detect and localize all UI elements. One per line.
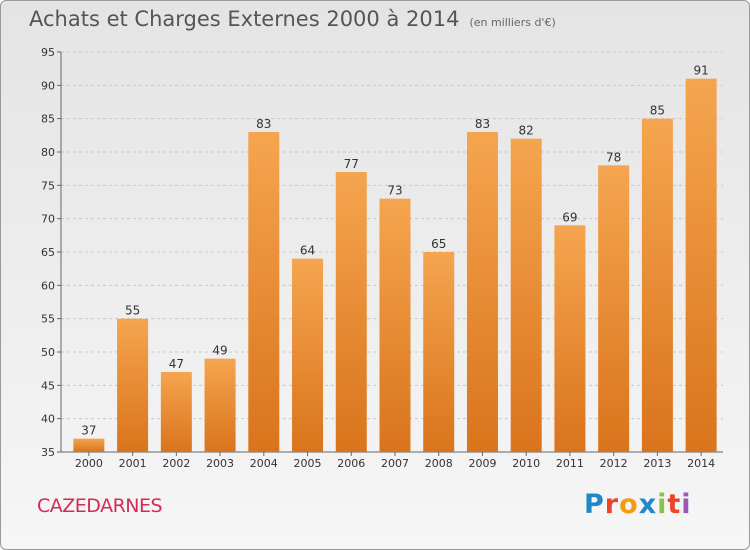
data-label-2010: 82 [519, 124, 534, 138]
data-label-2000: 37 [81, 424, 96, 438]
data-label-2001: 55 [125, 304, 140, 318]
x-tick-label-2013: 2013 [643, 457, 671, 470]
data-label-2007: 73 [387, 184, 402, 198]
y-tick-label: 75 [41, 179, 55, 192]
x-tick-label-2000: 2000 [75, 457, 103, 470]
x-tick-label-2001: 2001 [119, 457, 147, 470]
bar-2012 [598, 165, 630, 453]
y-tick-label: 35 [41, 446, 55, 459]
chart-subtitle: (en milliers d'€) [469, 16, 556, 29]
labels: 35 40 45 50 55 60 65 70 75 80 85 90 95 37 2000 55 2001 47… [41, 46, 715, 470]
logo-letter: t [667, 489, 682, 520]
x-tick-label-2007: 2007 [381, 457, 409, 470]
logo-letter: x [638, 489, 658, 520]
x-tick-label-2006: 2006 [337, 457, 365, 470]
bar-2003 [204, 358, 236, 452]
bar-2007 [379, 198, 411, 452]
data-label-2011: 69 [562, 210, 577, 224]
bar-2005 [292, 258, 324, 452]
bar-2006 [335, 172, 367, 452]
y-tick-label: 95 [41, 46, 55, 59]
proxiti-logo[interactable]: Proxiti [584, 489, 692, 520]
bar-2001 [117, 318, 149, 452]
title-text: Achats et Charges Externes 2000 à 2014 [29, 7, 460, 31]
data-label-2009: 83 [475, 117, 490, 131]
y-tick-label: 45 [41, 379, 55, 392]
chart-title: Achats et Charges Externes 2000 à 2014 (e… [29, 7, 556, 31]
y-tick-label: 60 [41, 279, 55, 292]
data-label-2014: 91 [693, 64, 708, 78]
x-tick-label-2009: 2009 [468, 457, 496, 470]
bars [73, 78, 717, 453]
logo-letter: P [584, 489, 605, 520]
data-label-2002: 47 [169, 357, 184, 371]
data-label-2012: 78 [606, 150, 621, 164]
bar-2002 [160, 372, 192, 452]
data-label-2005: 64 [300, 244, 315, 258]
y-tick-label: 55 [41, 313, 55, 326]
x-tick-label-2011: 2011 [556, 457, 584, 470]
data-label-2003: 49 [212, 344, 227, 358]
commune-name: CAZEDARNES [37, 495, 163, 517]
logo-letter: i [657, 489, 668, 520]
bar-2004 [248, 132, 280, 452]
x-tick-label-2005: 2005 [294, 457, 322, 470]
y-tick-label: 85 [41, 113, 55, 126]
bar-2014 [685, 78, 717, 453]
logo-letter: o [619, 489, 639, 520]
x-tick-label-2008: 2008 [425, 457, 453, 470]
y-tick-label: 40 [41, 413, 55, 426]
bar-2000 [73, 438, 105, 452]
y-tick-label: 65 [41, 246, 55, 259]
bar-2011 [554, 225, 586, 452]
x-tick-label-2004: 2004 [250, 457, 278, 470]
x-tick-label-2003: 2003 [206, 457, 234, 470]
data-label-2004: 83 [256, 117, 271, 131]
x-tick-label-2002: 2002 [162, 457, 190, 470]
bar-2013 [641, 118, 673, 453]
data-label-2006: 77 [344, 157, 359, 171]
y-tick-label: 90 [41, 79, 55, 92]
data-label-2013: 85 [650, 104, 665, 118]
y-tick-label: 70 [41, 213, 55, 226]
bar-2010 [510, 138, 542, 452]
y-tick-label: 50 [41, 346, 55, 359]
logo-letter: i [681, 489, 692, 520]
x-tick-label-2010: 2010 [512, 457, 540, 470]
x-tick-label-2014: 2014 [687, 457, 715, 470]
bar-2009 [466, 132, 498, 452]
y-tick-label: 80 [41, 146, 55, 159]
bar-2008 [423, 252, 455, 452]
x-tick-label-2012: 2012 [600, 457, 628, 470]
logo-letter: r [604, 489, 620, 520]
data-label-2008: 65 [431, 237, 446, 251]
